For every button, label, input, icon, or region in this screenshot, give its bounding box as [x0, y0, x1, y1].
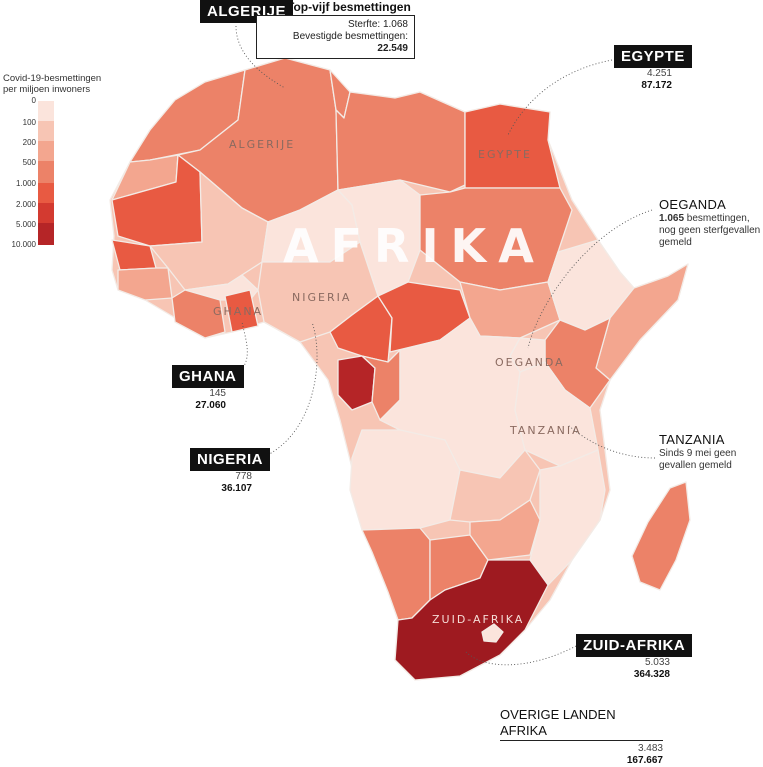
legend-tick: 5.000 [15, 220, 36, 229]
map-title: AFRIKA [283, 219, 546, 273]
legend-swatch-3 [38, 161, 54, 183]
legend-title: Covid-19-besmettingen per miljoen inwone… [3, 73, 101, 95]
tag-zuid-afrika: ZUID-AFRIKA [576, 634, 693, 657]
annot-oeganda: OEGANDA 1.065 besmettingen, nog geen ste… [659, 197, 760, 249]
legend-swatch-6 [38, 223, 54, 245]
stat-egypte: 4.251 87.172 [612, 68, 672, 92]
stat-egypte-cases: 87.172 [641, 80, 672, 91]
annot-oeganda-line3: gemeld [659, 237, 692, 248]
country-zimbabwe [469, 499, 541, 561]
top5-panel: Top-vijf besmettingen Sterfte: 1.068 Bev… [256, 0, 415, 59]
country-namibia [361, 527, 431, 621]
country-lesotho [481, 623, 504, 643]
country-angola [349, 429, 461, 531]
tag-ghana: GHANA [172, 365, 244, 388]
annot-tanzania: TANZANIA Sinds 9 mei geen gevallen gemel… [659, 432, 736, 472]
map-label-algerije: ALGERIJE [229, 138, 295, 151]
legend-tick: 0 [31, 96, 36, 105]
map-label-ghana: GHANA [213, 305, 263, 318]
africa-map: AFRIKA ALGERIJE EGYPTE NIGERIA GHANA OEG… [109, 25, 691, 681]
country-egypt [464, 103, 561, 189]
stat-ghana: 145 27.060 [166, 388, 226, 412]
stat-zuid-afrika-cases: 364.328 [633, 669, 670, 680]
legend-colorbar [38, 101, 54, 245]
country-mozambique [529, 449, 606, 586]
legend-tick: 1.000 [15, 179, 36, 188]
leader-algerije [235, 25, 286, 89]
legend-swatch-4 [38, 183, 54, 203]
legend-tick: 10.000 [11, 240, 36, 249]
top5-box: Sterfte: 1.068 Bevestigde besmettingen: … [256, 15, 415, 59]
map-label-nigeria: NIGERIA [292, 291, 351, 304]
annot-tanzania-line1: Sinds 9 mei geen [659, 448, 737, 459]
stat-overige-cases: 167.667 [626, 755, 663, 766]
legend-swatch-5 [38, 203, 54, 223]
country-madagascar [631, 481, 691, 591]
stat-egypte-deaths: 4.251 [646, 68, 672, 79]
legend-swatch-1 [38, 121, 54, 141]
country-ghana [224, 289, 259, 333]
legend-title-line1: Covid-19-besmettingen [3, 73, 102, 84]
stat-nigeria: 778 36.107 [192, 471, 252, 495]
annot-oeganda-title: OEGANDA [659, 197, 727, 212]
map-label-tanzania: TANZANIA [509, 424, 582, 437]
legend-tick: 2.000 [15, 200, 36, 209]
stat-nigeria-cases: 36.107 [221, 483, 252, 494]
leader-ghana [235, 321, 248, 375]
legend-swatch-2 [38, 141, 54, 161]
overige-landen: OVERIGE LANDEN AFRIKA 3.483 167.667 [500, 707, 663, 767]
top5-title: Top-vijf besmettingen [287, 0, 411, 14]
top5-confirmed-label: Bevestigde besmettingen: [292, 31, 408, 42]
top5-deaths-value: 1.068 [382, 19, 408, 30]
country-libya [335, 91, 466, 193]
top5-confirmed-value: 22.549 [377, 43, 408, 54]
annot-oeganda-line2: nog geen sterfgevallen [659, 225, 761, 236]
annot-oeganda-cases: 1.065 [659, 213, 685, 224]
stat-overige-deaths: 3.483 [637, 743, 663, 754]
stat-overige: 3.483 167.667 [500, 743, 663, 767]
legend-swatch-0 [38, 101, 54, 121]
annot-tanzania-title: TANZANIA [659, 432, 725, 447]
country-ivory-coast [171, 289, 226, 339]
annot-oeganda-line1: besmettingen, [684, 213, 750, 224]
leader-nigeria [255, 321, 318, 461]
country-guinea [117, 267, 173, 301]
legend-title-line2: per miljoen inwoners [3, 84, 91, 95]
legend-tick: 200 [22, 138, 36, 147]
annot-tanzania-line2: gevallen gemeld [659, 460, 732, 471]
stat-ghana-deaths: 145 [209, 388, 226, 399]
tag-nigeria: NIGERIA [190, 448, 271, 471]
map-label-oeganda: OEGANDA [495, 356, 565, 369]
stat-zuid-afrika: 5.033 364.328 [600, 657, 670, 681]
map-label-egypte: EGYPTE [478, 148, 532, 161]
legend-tick: 100 [22, 118, 36, 127]
country-south-africa [394, 559, 549, 681]
stat-nigeria-deaths: 778 [235, 471, 252, 482]
tag-egypte: EGYPTE [614, 45, 692, 68]
top5-deaths-label: Sterfte: [347, 19, 381, 30]
stat-ghana-cases: 27.060 [195, 400, 226, 411]
map-label-zuid-afrika: ZUID-AFRIKA [432, 613, 524, 626]
stat-zuid-afrika-deaths: 5.033 [644, 657, 670, 668]
overige-title: OVERIGE LANDEN AFRIKA [500, 707, 663, 741]
leader-zuid-afrika [465, 645, 577, 666]
legend-tick: 500 [22, 158, 36, 167]
